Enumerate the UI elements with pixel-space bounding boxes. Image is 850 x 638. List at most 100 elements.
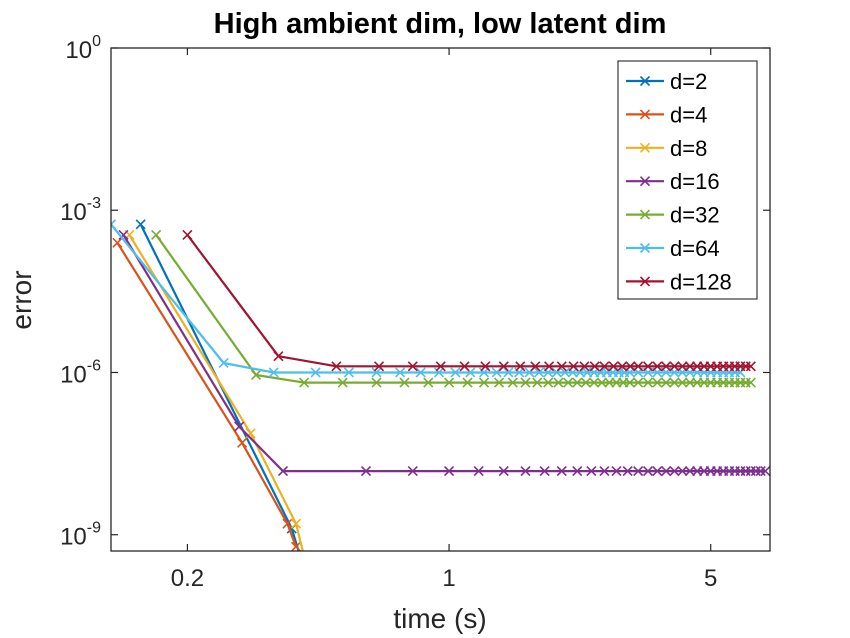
chart-title: High ambient dim, low latent dim <box>214 8 667 40</box>
series-d-128 <box>182 229 756 372</box>
data-point <box>551 367 562 378</box>
data-point <box>371 367 382 378</box>
data-point <box>684 466 696 477</box>
legend-marker <box>639 109 651 120</box>
data-point <box>218 357 229 369</box>
data-point <box>617 361 628 372</box>
data-point <box>520 377 531 388</box>
data-point <box>684 377 696 388</box>
data-point <box>407 466 418 477</box>
legend-marker <box>639 209 651 220</box>
y-tick-label: 10-3 <box>60 195 101 226</box>
legend-item: d=16 <box>626 169 720 194</box>
data-point <box>459 361 470 372</box>
data-point <box>652 361 663 372</box>
axis-ticks: 0.2 1 5 100 10-3 10-6 10-9 <box>60 33 770 592</box>
data-point <box>669 377 680 388</box>
data-point <box>450 367 461 378</box>
legend-label: d=8 <box>670 136 707 161</box>
data-point <box>745 377 756 388</box>
data-point <box>111 219 117 230</box>
data-point <box>337 377 348 388</box>
data-point <box>290 541 302 551</box>
data-point <box>182 229 193 240</box>
data-point <box>299 377 310 388</box>
data-point <box>135 219 146 230</box>
data-point <box>296 552 305 561</box>
legend-label: d=128 <box>670 269 732 294</box>
data-point <box>642 361 654 372</box>
y-tick-label: 10-9 <box>60 520 101 551</box>
series-d-4 <box>112 237 302 551</box>
legend-marker <box>639 276 651 287</box>
data-point <box>300 552 309 561</box>
data-point <box>684 361 696 372</box>
data-point <box>652 466 663 477</box>
legend-box <box>617 60 758 300</box>
legend-item: d=2 <box>626 69 707 94</box>
data-point <box>652 377 663 388</box>
data-point <box>462 377 473 388</box>
data-point <box>625 361 636 372</box>
legend-label: d=2 <box>670 69 707 94</box>
data-point <box>586 466 597 477</box>
data-point <box>568 361 579 372</box>
data-point <box>112 237 123 248</box>
data-point <box>572 377 583 388</box>
data-point <box>543 377 554 388</box>
data-point <box>611 466 622 477</box>
data-point <box>331 361 342 372</box>
series-line <box>116 242 298 548</box>
data-point <box>478 377 490 388</box>
data-point <box>745 361 756 372</box>
data-point <box>498 361 509 372</box>
data-point <box>443 377 455 388</box>
data-point <box>273 351 284 362</box>
data-point <box>596 377 607 388</box>
data-point <box>677 377 688 388</box>
legend-item: d=8 <box>626 136 707 161</box>
data-point <box>399 377 410 388</box>
data-point <box>407 361 418 372</box>
data-point <box>556 466 567 477</box>
series-d-32 <box>151 229 756 388</box>
data-point <box>282 518 293 529</box>
data-point <box>493 377 505 388</box>
x-tick-label: 1 <box>442 565 455 592</box>
data-point <box>669 361 680 372</box>
legend-item: d=4 <box>626 102 707 127</box>
data-point <box>633 361 644 372</box>
data-point <box>534 367 545 378</box>
data-point <box>503 367 514 378</box>
legend-item: d=32 <box>626 203 720 228</box>
data-point <box>539 466 550 477</box>
data-point <box>544 361 555 372</box>
y-axis-label: error <box>6 270 37 329</box>
data-point <box>559 367 571 378</box>
legend: d=2 d=4 d=8 d=16 d=32 d=64 d=128 <box>617 60 758 300</box>
data-point <box>750 466 761 477</box>
data-point <box>622 466 633 477</box>
data-point <box>118 229 129 240</box>
data-point <box>572 466 583 477</box>
data-point <box>661 466 672 477</box>
data-point <box>642 377 654 388</box>
x-tick-label: 0.2 <box>171 565 204 592</box>
data-point <box>677 361 688 372</box>
data-point <box>507 377 518 388</box>
data-point <box>520 466 531 477</box>
data-point <box>423 377 434 388</box>
data-point <box>415 367 426 378</box>
data-point <box>268 367 279 378</box>
y-tick-label: 10-6 <box>60 357 101 388</box>
data-point <box>371 377 382 388</box>
data-point <box>760 466 770 477</box>
legend-marker <box>639 242 651 254</box>
data-point <box>237 437 248 448</box>
data-point <box>589 361 600 372</box>
data-point <box>395 367 406 378</box>
legend-label: d=64 <box>670 236 720 261</box>
x-axis-label: time (s) <box>393 603 486 634</box>
data-point <box>433 367 445 378</box>
y-tick-label: 100 <box>65 33 101 64</box>
